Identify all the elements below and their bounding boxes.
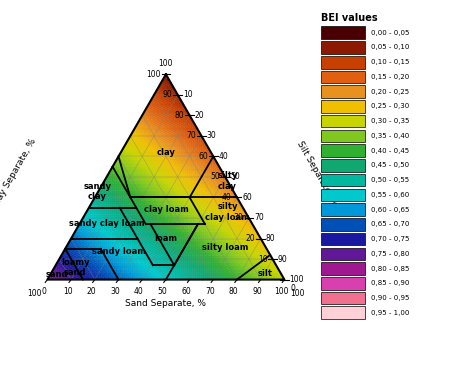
Text: 40: 40 — [134, 287, 144, 296]
Text: 0: 0 — [42, 287, 46, 296]
Bar — [321, 100, 365, 113]
Text: 20: 20 — [195, 111, 204, 120]
Bar — [321, 71, 365, 83]
Text: 40: 40 — [219, 152, 228, 161]
Bar — [321, 203, 365, 216]
Text: 0,00 - 0,05: 0,00 - 0,05 — [371, 30, 409, 36]
Text: 90: 90 — [253, 287, 262, 296]
Text: sandy
clay: sandy clay — [83, 182, 111, 201]
Text: 70: 70 — [254, 214, 264, 222]
Text: 20: 20 — [246, 234, 255, 243]
Text: 0,85 - 0,90: 0,85 - 0,90 — [371, 280, 409, 286]
Text: 0,75 - 0,80: 0,75 - 0,80 — [371, 251, 409, 257]
Text: 70: 70 — [205, 287, 215, 296]
Bar — [321, 248, 365, 260]
Text: Sand Separate, %: Sand Separate, % — [126, 299, 206, 308]
Text: 0,30 - 0,35: 0,30 - 0,35 — [371, 118, 409, 124]
Text: 90: 90 — [163, 90, 173, 99]
Text: 60: 60 — [242, 193, 252, 202]
Text: 100: 100 — [274, 287, 288, 296]
Text: 0,45 - 0,50: 0,45 - 0,50 — [371, 162, 409, 169]
Bar — [321, 115, 365, 127]
Text: 0,15 - 0,20: 0,15 - 0,20 — [371, 74, 409, 80]
Text: 0,35 - 0,40: 0,35 - 0,40 — [371, 133, 409, 139]
Text: 0: 0 — [290, 284, 295, 293]
Text: 0,60 - 0,65: 0,60 - 0,65 — [371, 207, 409, 213]
Text: 50: 50 — [158, 287, 167, 296]
Text: 0,05 - 0,10: 0,05 - 0,10 — [371, 45, 409, 50]
Bar — [321, 292, 365, 305]
Text: 0,20 - 0,25: 0,20 - 0,25 — [371, 89, 409, 95]
Text: 50: 50 — [210, 172, 220, 182]
Text: 10: 10 — [183, 90, 192, 99]
Text: loamy
sand: loamy sand — [61, 258, 90, 277]
Text: silty
clay loam: silty clay loam — [205, 202, 250, 222]
Text: 100: 100 — [290, 289, 305, 298]
Text: 30: 30 — [110, 287, 120, 296]
Text: 60: 60 — [198, 152, 208, 161]
Text: 20: 20 — [87, 287, 96, 296]
Text: 100: 100 — [27, 289, 42, 298]
Text: silt: silt — [258, 269, 273, 278]
Bar — [321, 218, 365, 231]
Text: 0,55 - 0,60: 0,55 - 0,60 — [371, 192, 409, 198]
Text: 80: 80 — [175, 111, 184, 120]
Text: 60: 60 — [182, 287, 191, 296]
Text: 0,40 - 0,45: 0,40 - 0,45 — [371, 147, 409, 154]
Bar — [321, 159, 365, 172]
Text: silty
clay: silty clay — [217, 171, 238, 191]
Text: 0,10 - 0,15: 0,10 - 0,15 — [371, 59, 409, 65]
Text: Clay Separate, %: Clay Separate, % — [0, 137, 37, 209]
Text: 100: 100 — [290, 275, 304, 284]
Bar — [321, 129, 365, 142]
Text: BEI values: BEI values — [321, 13, 377, 23]
Text: 70: 70 — [186, 131, 196, 141]
Text: sandy clay loam: sandy clay loam — [69, 218, 145, 228]
Text: 50: 50 — [230, 172, 240, 182]
Text: 30: 30 — [207, 131, 217, 141]
Text: clay loam: clay loam — [144, 205, 188, 214]
Text: sandy loam: sandy loam — [91, 247, 146, 257]
Text: 0,50 - 0,55: 0,50 - 0,55 — [371, 177, 409, 183]
Text: 10: 10 — [258, 255, 267, 263]
Bar — [321, 26, 365, 39]
Text: 0,90 - 0,95: 0,90 - 0,95 — [371, 295, 409, 301]
Text: 100: 100 — [146, 70, 161, 79]
Bar — [321, 262, 365, 275]
Text: Silt Separate, %: Silt Separate, % — [295, 139, 340, 207]
Bar — [321, 85, 365, 98]
Text: loam: loam — [155, 234, 177, 243]
Text: 90: 90 — [278, 255, 288, 263]
Bar — [321, 277, 365, 290]
Bar — [321, 233, 365, 245]
Bar — [321, 189, 365, 201]
Text: 100: 100 — [159, 59, 173, 68]
Text: 0,65 - 0,70: 0,65 - 0,70 — [371, 221, 409, 227]
Text: 40: 40 — [222, 193, 232, 202]
Text: 30: 30 — [234, 214, 244, 222]
Text: 0,95 - 1,00: 0,95 - 1,00 — [371, 310, 409, 316]
Text: sand: sand — [46, 270, 68, 279]
Text: silty loam: silty loam — [202, 243, 248, 252]
Text: clay: clay — [156, 148, 175, 157]
Text: 80: 80 — [229, 287, 238, 296]
Text: 0,25 - 0,30: 0,25 - 0,30 — [371, 103, 409, 109]
Bar — [321, 56, 365, 68]
Text: 0,80 - 0,85: 0,80 - 0,85 — [371, 266, 409, 271]
Bar — [321, 41, 365, 54]
Text: 10: 10 — [63, 287, 73, 296]
Bar — [321, 306, 365, 319]
Bar — [321, 144, 365, 157]
Text: 80: 80 — [266, 234, 275, 243]
Text: 0,70 - 0,75: 0,70 - 0,75 — [371, 236, 409, 242]
Bar — [321, 174, 365, 187]
